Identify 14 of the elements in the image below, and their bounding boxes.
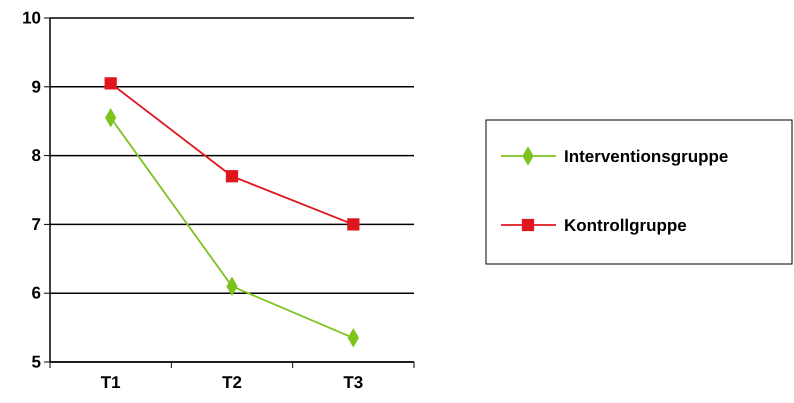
x-tick-label: T3	[343, 373, 364, 392]
y-tick-label: 8	[32, 146, 41, 166]
point	[104, 77, 117, 90]
x-tick-label: T1	[100, 373, 121, 392]
point	[226, 170, 238, 182]
legend-label: Interventionsgruppe	[564, 147, 728, 166]
y-tick-label: 5	[32, 352, 41, 372]
x-tick-label: T2	[222, 373, 242, 392]
y-tick-label: 10	[22, 8, 41, 28]
y-tick-label: 7	[32, 214, 41, 234]
y-tick-label: 9	[32, 77, 41, 96]
legend-label: Kontrollgruppe	[564, 216, 687, 235]
y-tick-label: 6	[32, 284, 41, 303]
point	[347, 218, 360, 231]
